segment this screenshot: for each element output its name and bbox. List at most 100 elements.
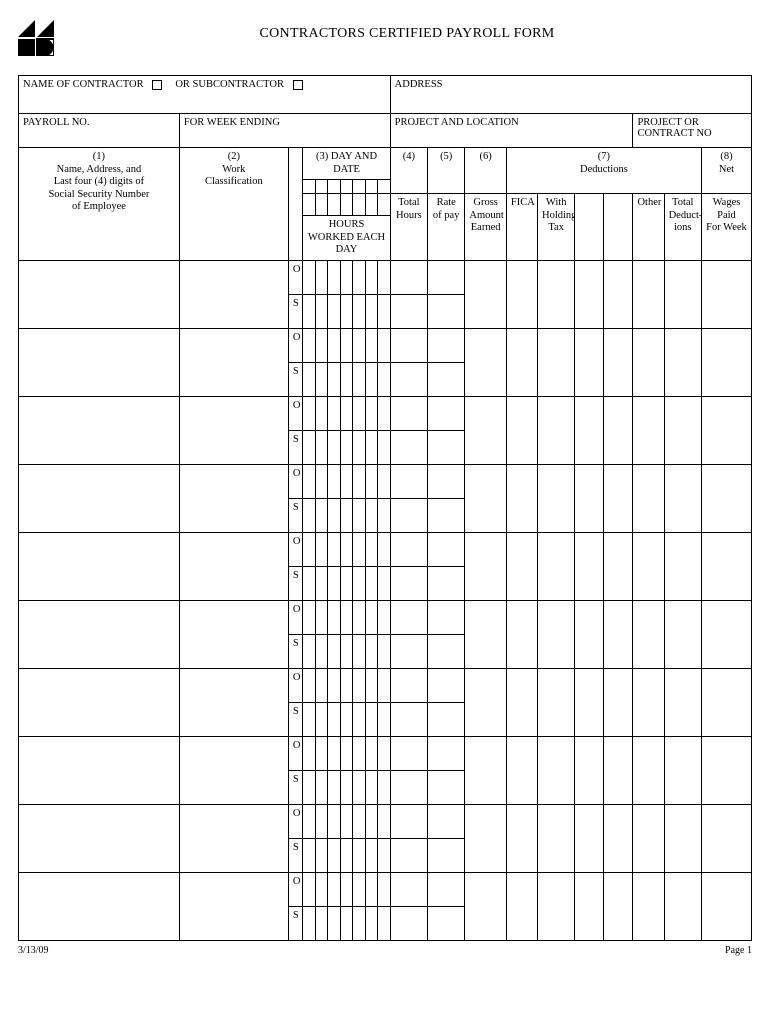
total-hours-s[interactable] xyxy=(390,770,427,804)
day-date-3[interactable] xyxy=(328,194,340,216)
hours-s-d6[interactable] xyxy=(365,498,377,532)
employee-name-cell[interactable] xyxy=(19,600,180,668)
employee-name-cell[interactable] xyxy=(19,668,180,736)
hours-o-d3[interactable] xyxy=(328,464,340,498)
hours-s-d1[interactable] xyxy=(303,430,315,464)
hours-o-d2[interactable] xyxy=(315,600,327,634)
hours-s-d5[interactable] xyxy=(353,702,365,736)
hours-o-d6[interactable] xyxy=(365,396,377,430)
total-hours-s[interactable] xyxy=(390,294,427,328)
withholding-cell[interactable] xyxy=(538,872,575,940)
deduction-blank2[interactable] xyxy=(604,464,633,532)
gross-cell[interactable] xyxy=(465,872,507,940)
withholding-cell[interactable] xyxy=(538,260,575,328)
fica-cell[interactable] xyxy=(506,736,537,804)
total-hours-s[interactable] xyxy=(390,362,427,396)
hours-o-d3[interactable] xyxy=(328,328,340,362)
other-cell[interactable] xyxy=(633,532,664,600)
hours-o-d3[interactable] xyxy=(328,736,340,770)
deduction-blank1[interactable] xyxy=(575,396,604,464)
day-name-2[interactable] xyxy=(315,180,327,194)
hours-s-d5[interactable] xyxy=(353,634,365,668)
hours-s-d1[interactable] xyxy=(303,838,315,872)
total-deductions-cell[interactable] xyxy=(664,532,701,600)
day-name-1[interactable] xyxy=(303,180,315,194)
hours-o-d1[interactable] xyxy=(303,600,315,634)
total-hours-o[interactable] xyxy=(390,872,427,906)
hours-o-d6[interactable] xyxy=(365,668,377,702)
hours-o-d7[interactable] xyxy=(378,260,391,294)
net-wages-cell[interactable] xyxy=(701,668,751,736)
deduction-blank2[interactable] xyxy=(604,328,633,396)
subcontractor-checkbox[interactable] xyxy=(293,80,303,90)
day-date-4[interactable] xyxy=(340,194,352,216)
withholding-cell[interactable] xyxy=(538,396,575,464)
total-hours-s[interactable] xyxy=(390,838,427,872)
total-hours-o[interactable] xyxy=(390,736,427,770)
hours-s-d3[interactable] xyxy=(328,702,340,736)
hours-s-d7[interactable] xyxy=(378,498,391,532)
hours-s-d2[interactable] xyxy=(315,702,327,736)
hours-s-d3[interactable] xyxy=(328,430,340,464)
hours-s-d6[interactable] xyxy=(365,294,377,328)
gross-cell[interactable] xyxy=(465,260,507,328)
hours-o-d6[interactable] xyxy=(365,600,377,634)
hours-s-d1[interactable] xyxy=(303,566,315,600)
hours-s-d5[interactable] xyxy=(353,566,365,600)
net-wages-cell[interactable] xyxy=(701,736,751,804)
hours-s-d2[interactable] xyxy=(315,634,327,668)
day-date-5[interactable] xyxy=(353,194,365,216)
deduction-blank1[interactable] xyxy=(575,668,604,736)
gross-cell[interactable] xyxy=(465,668,507,736)
name-of-contractor-cell[interactable]: NAME OF CONTRACTOR OR SUBCONTRACTOR xyxy=(19,76,391,114)
hours-o-d6[interactable] xyxy=(365,464,377,498)
deduction-blank1[interactable] xyxy=(575,872,604,940)
hours-s-d7[interactable] xyxy=(378,702,391,736)
rate-s[interactable] xyxy=(428,498,465,532)
rate-s[interactable] xyxy=(428,566,465,600)
gross-cell[interactable] xyxy=(465,600,507,668)
hours-s-d2[interactable] xyxy=(315,430,327,464)
deduction-blank2[interactable] xyxy=(604,736,633,804)
hours-o-d2[interactable] xyxy=(315,328,327,362)
hours-o-d1[interactable] xyxy=(303,328,315,362)
hours-s-d1[interactable] xyxy=(303,362,315,396)
hours-o-d4[interactable] xyxy=(340,328,352,362)
total-hours-o[interactable] xyxy=(390,464,427,498)
hours-o-d1[interactable] xyxy=(303,736,315,770)
employee-name-cell[interactable] xyxy=(19,872,180,940)
withholding-cell[interactable] xyxy=(538,464,575,532)
hours-o-d5[interactable] xyxy=(353,532,365,566)
deduction-blank2[interactable] xyxy=(604,532,633,600)
net-wages-cell[interactable] xyxy=(701,464,751,532)
day-date-7[interactable] xyxy=(378,194,391,216)
hours-s-d6[interactable] xyxy=(365,634,377,668)
rate-o[interactable] xyxy=(428,532,465,566)
hours-s-d7[interactable] xyxy=(378,430,391,464)
hours-s-d1[interactable] xyxy=(303,634,315,668)
employee-name-cell[interactable] xyxy=(19,532,180,600)
total-deductions-cell[interactable] xyxy=(664,736,701,804)
hours-o-d5[interactable] xyxy=(353,736,365,770)
total-deductions-cell[interactable] xyxy=(664,872,701,940)
work-class-cell[interactable] xyxy=(179,260,288,328)
total-deductions-cell[interactable] xyxy=(664,396,701,464)
hours-o-d7[interactable] xyxy=(378,532,391,566)
hours-o-d4[interactable] xyxy=(340,736,352,770)
hours-o-d5[interactable] xyxy=(353,328,365,362)
hours-o-d3[interactable] xyxy=(328,804,340,838)
rate-s[interactable] xyxy=(428,634,465,668)
hours-s-d4[interactable] xyxy=(340,770,352,804)
hours-o-d5[interactable] xyxy=(353,260,365,294)
other-cell[interactable] xyxy=(633,328,664,396)
other-cell[interactable] xyxy=(633,668,664,736)
hours-o-d2[interactable] xyxy=(315,872,327,906)
deduction-blank1[interactable] xyxy=(575,260,604,328)
contractor-checkbox[interactable] xyxy=(152,80,162,90)
gross-cell[interactable] xyxy=(465,464,507,532)
col7-blank2[interactable] xyxy=(604,194,633,261)
hours-o-d4[interactable] xyxy=(340,600,352,634)
total-deductions-cell[interactable] xyxy=(664,328,701,396)
hours-o-d1[interactable] xyxy=(303,260,315,294)
hours-o-d1[interactable] xyxy=(303,532,315,566)
